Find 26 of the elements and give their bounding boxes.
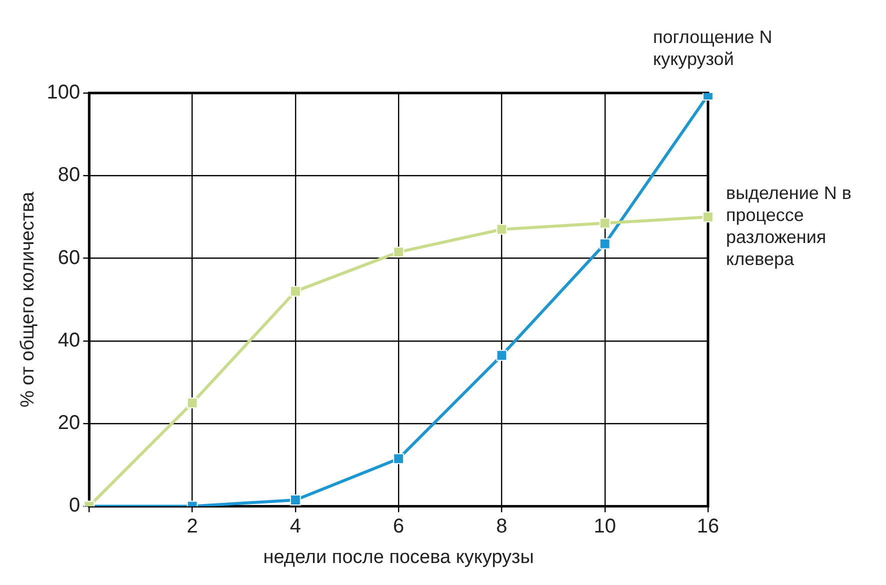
y-tick-label: 20: [58, 412, 80, 434]
y-tick-label: 0: [69, 494, 80, 517]
x-tick-label: 16: [696, 516, 720, 538]
series-label: выделение N в процессе разложения клевера: [726, 182, 852, 269]
y-tick-label: 80: [58, 164, 80, 186]
point: [290, 494, 301, 506]
point: [496, 224, 508, 235]
point: [599, 218, 610, 229]
point: [702, 212, 714, 222]
x-axis-title: недели после посева кукурузы: [263, 546, 534, 568]
x-tick-label: 8: [496, 516, 508, 538]
x-tick-label: 2: [186, 516, 198, 538]
text: поглощение N кукурузой: [653, 26, 772, 69]
point: [393, 246, 404, 258]
x-tick-label: 4: [290, 516, 302, 538]
y-axis-title: % от общего количества: [18, 191, 39, 408]
y-tick-label: 60: [58, 246, 80, 269]
x-tick-label: 10: [594, 516, 616, 538]
point: [496, 350, 508, 361]
y-tick-label: 40: [58, 329, 80, 352]
point: [186, 397, 198, 408]
point: [290, 286, 301, 297]
x-tick-label: 6: [393, 516, 404, 538]
point: [393, 453, 404, 464]
y-tick-label: 100: [46, 82, 80, 104]
point: [599, 238, 610, 250]
